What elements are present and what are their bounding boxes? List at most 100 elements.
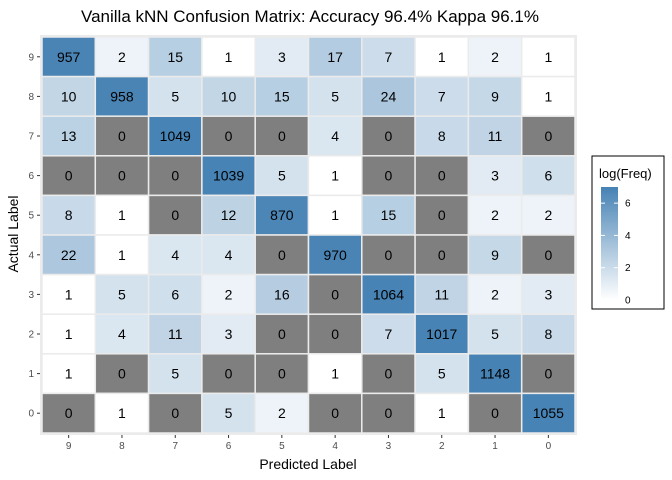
heatmap-cell — [254, 234, 310, 276]
heatmap-cell — [520, 313, 576, 355]
heatmap-cell — [201, 273, 256, 315]
heatmap-cell — [147, 313, 203, 355]
heatmap-cells: 957 2 15 1 3 17 7 1 2 110 958 5 10 15 5 24 7 9 113 0 1049 0 0 4… — [41, 36, 576, 434]
legend-colorbar — [601, 187, 618, 300]
cell-value-label: 1049 — [160, 128, 191, 144]
heatmap-cell — [520, 234, 576, 276]
heatmap-cell — [467, 234, 523, 276]
heatmap-cell — [307, 353, 363, 395]
cell-value-label: 16 — [274, 286, 290, 302]
cell-value-label: 1055 — [533, 405, 564, 421]
cell-value-label: 7 — [385, 49, 393, 65]
heatmap-cell — [94, 313, 150, 355]
heatmap-cell — [307, 75, 363, 117]
heatmap-cell — [520, 194, 576, 236]
cell-value-label: 1064 — [373, 286, 404, 302]
cell-value-label: 957 — [57, 49, 81, 65]
heatmap-cell — [201, 75, 256, 117]
cell-value-label: 5 — [438, 366, 446, 382]
x-tick-label: 5 — [279, 441, 285, 452]
cell-value-label: 0 — [491, 405, 499, 421]
heatmap-cell — [467, 36, 523, 78]
cell-value-label: 2 — [491, 207, 499, 223]
cell-value-label: 0 — [331, 405, 339, 421]
cell-value-label: 0 — [544, 128, 552, 144]
cell-value-label: 1 — [331, 207, 339, 223]
cell-value-label: 0 — [385, 405, 393, 421]
heatmap-cell — [361, 75, 416, 117]
cell-value-label: 1039 — [213, 168, 244, 184]
x-tick-label: 2 — [439, 441, 445, 452]
cell-value-label: 5 — [278, 168, 286, 184]
cell-value-label: 3 — [278, 49, 286, 65]
cell-value-label: 13 — [61, 128, 77, 144]
y-tick-label: 3 — [28, 290, 34, 301]
cell-value-label: 5 — [225, 405, 233, 421]
cell-value-label: 1 — [544, 49, 552, 65]
cell-value-label: 4 — [331, 128, 339, 144]
y-axis-ticks: 9 8 7 6 5 4 3 2 1 0 — [28, 52, 40, 420]
cell-value-label: 958 — [110, 88, 134, 104]
x-tick-label: 3 — [386, 441, 392, 452]
cell-value-label: 8 — [438, 128, 446, 144]
heatmap-cell — [467, 75, 523, 117]
cell-value-label: 0 — [278, 326, 286, 342]
x-tick-label: 1 — [492, 441, 498, 452]
cell-value-label: 2 — [491, 286, 499, 302]
cell-value-label: 11 — [168, 326, 183, 342]
cell-value-label: 24 — [381, 88, 397, 104]
cell-value-label: 0 — [118, 128, 126, 144]
heatmap-cell — [94, 392, 150, 434]
cell-value-label: 0 — [385, 168, 393, 184]
cell-value-label: 1 — [65, 326, 73, 342]
x-tick-label: 4 — [332, 441, 338, 452]
cell-value-label: 2 — [544, 207, 552, 223]
cell-value-label: 9 — [491, 88, 499, 104]
cell-value-label: 7 — [385, 326, 393, 342]
cell-value-label: 0 — [331, 286, 339, 302]
cell-value-label: 1 — [225, 49, 233, 65]
legend: log(Freq) 0 2 4 6 — [591, 155, 665, 310]
heatmap-cell — [467, 155, 523, 197]
cell-value-label: 8 — [544, 326, 552, 342]
y-tick-label: 1 — [28, 369, 34, 380]
heatmap-cell — [307, 392, 363, 434]
heatmap-cell — [307, 115, 363, 157]
cell-value-label: 12 — [221, 207, 237, 223]
heatmap-cell — [414, 392, 470, 434]
cell-value-label: 1 — [438, 405, 446, 421]
cell-value-label: 10 — [61, 88, 77, 104]
heatmap-cell — [414, 194, 470, 236]
heatmap-cell — [467, 353, 523, 395]
heatmap-cell — [520, 75, 576, 117]
y-tick-label: 5 — [28, 211, 34, 222]
cell-value-label: 0 — [118, 366, 126, 382]
heatmap-cell — [201, 115, 256, 157]
heatmap-cell — [307, 313, 363, 355]
y-tick-label: 4 — [28, 250, 34, 261]
cell-value-label: 970 — [323, 247, 347, 263]
cell-value-label: 11 — [434, 286, 449, 302]
cell-value-label: 1 — [118, 247, 126, 263]
cell-value-label: 6 — [171, 286, 179, 302]
x-tick-label: 6 — [226, 441, 232, 452]
x-tick-label: 7 — [172, 441, 178, 452]
cell-value-label: 0 — [171, 168, 179, 184]
y-tick-label: 7 — [28, 132, 34, 143]
cell-value-label: 5 — [491, 326, 499, 342]
cell-value-label: 4 — [225, 247, 233, 263]
cell-value-label: 0 — [278, 247, 286, 263]
heatmap-cell — [414, 273, 470, 315]
heatmap-cell — [414, 36, 470, 78]
cell-value-label: 22 — [61, 247, 77, 263]
heatmap-cell — [201, 392, 256, 434]
cell-value-label: 5 — [171, 88, 179, 104]
cell-value-label: 9 — [491, 247, 499, 263]
y-tick-label: 0 — [28, 409, 34, 420]
y-tick-label: 2 — [28, 330, 34, 341]
heatmap-cell — [94, 273, 150, 315]
heatmap-cell — [41, 353, 97, 395]
heatmap-cell — [147, 273, 203, 315]
cell-value-label: 1 — [331, 168, 339, 184]
heatmap-cell — [147, 75, 203, 117]
